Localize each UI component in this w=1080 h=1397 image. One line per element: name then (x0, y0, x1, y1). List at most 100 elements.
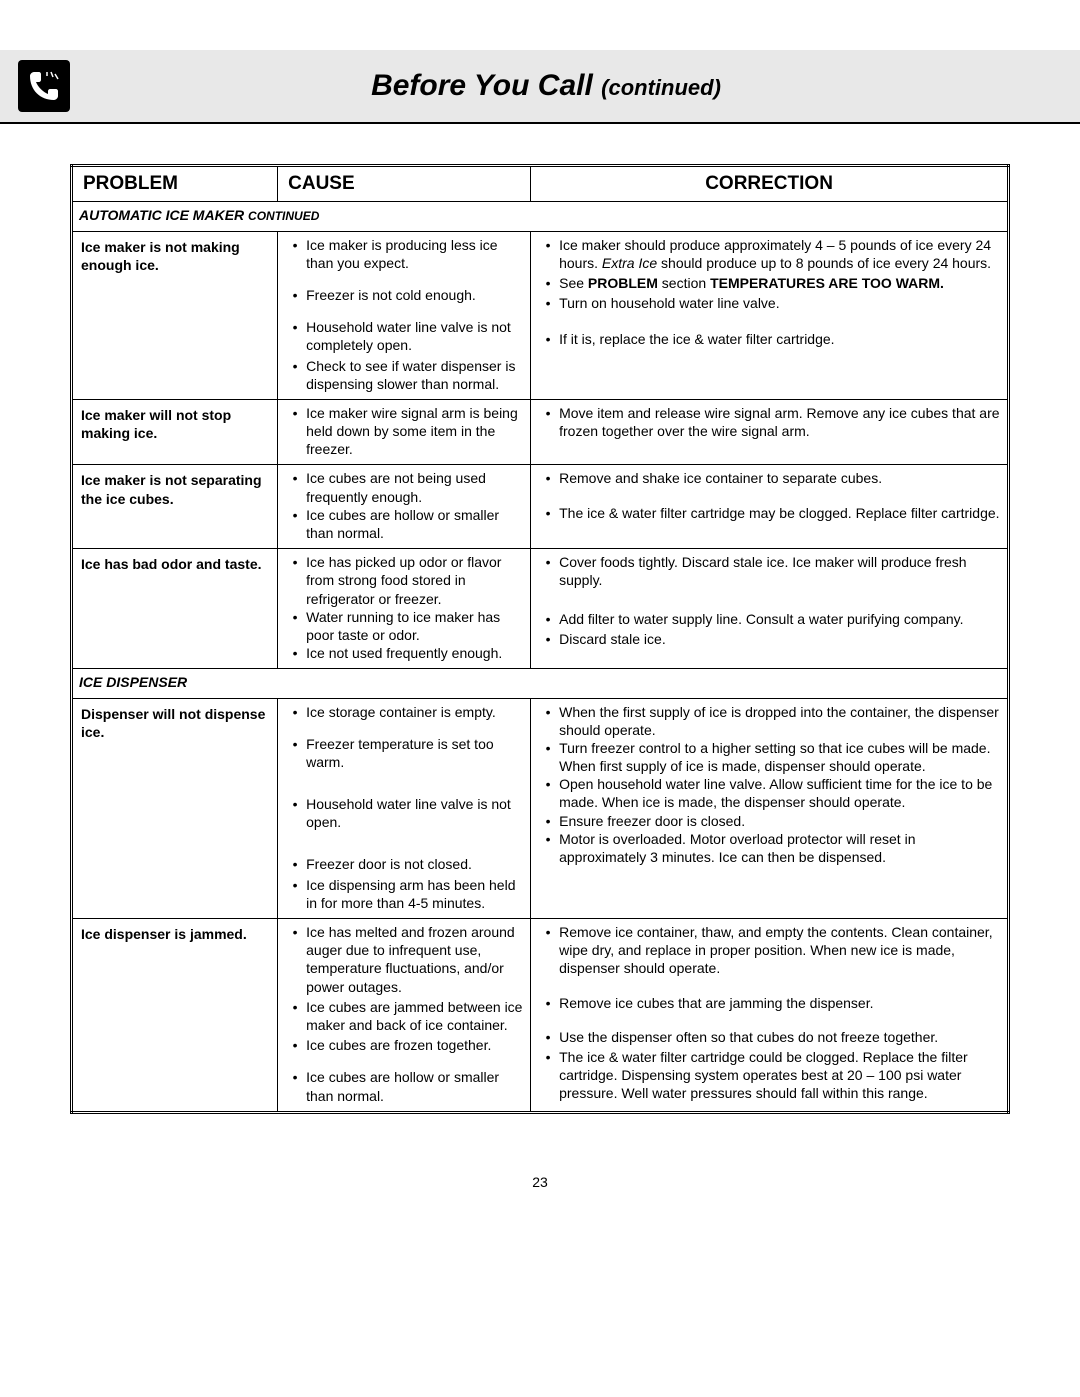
bullet-icon: • (537, 1048, 559, 1103)
bullet-text: Move item and release wire signal arm. R… (559, 404, 1001, 440)
bullet-icon: • (537, 469, 559, 487)
problem-cell: Ice maker is not making enough ice. (72, 231, 278, 399)
problem-cell: Ice maker is not separating the ice cube… (72, 465, 278, 549)
table-row: Ice maker is not making enough ice.•Ice … (72, 231, 1009, 399)
section-header: ICE DISPENSER (72, 669, 1009, 698)
bullet-icon: • (537, 703, 559, 739)
page-title: Before You Call (continued) (90, 69, 1062, 103)
bullet-text: When the first supply of ice is dropped … (559, 703, 1001, 739)
bullet-text: Remove ice container, thaw, and empty th… (559, 923, 1001, 978)
table-row: Ice maker is not separating the ice cube… (72, 465, 1009, 549)
troubleshooting-table: PROBLEM CAUSE CORRECTION AUTOMATIC ICE M… (70, 164, 1010, 1114)
bullet-icon: • (537, 504, 559, 522)
bullet-text: Remove and shake ice container to separa… (559, 469, 1001, 487)
bullet-text: Open household water line valve. Allow s… (559, 775, 1001, 811)
bullet-icon: • (537, 775, 559, 811)
bullet-icon: • (284, 357, 306, 393)
bullet-icon: • (284, 855, 306, 873)
bullet-text: Ice dispensing arm has been held in for … (306, 876, 524, 912)
bullet-text: Ice maker should produce approximately 4… (559, 236, 1001, 272)
bullet-icon: • (284, 998, 306, 1034)
section-header-row: ICE DISPENSER (72, 669, 1009, 698)
bullet-text: Ice maker is producing less ice than you… (306, 236, 524, 272)
table-row: Ice maker will not stop making ice.•Ice … (72, 399, 1009, 465)
problem-cell: Dispenser will not dispense ice. (72, 698, 278, 919)
bullet-text: Ice cubes are hollow or smaller than nor… (306, 506, 524, 542)
bullet-icon: • (537, 274, 559, 292)
col-header-problem: PROBLEM (72, 166, 278, 202)
bullet-icon: • (537, 923, 559, 978)
bullet-icon: • (284, 703, 306, 721)
col-header-cause: CAUSE (278, 166, 531, 202)
correction-cell: •Remove ice container, thaw, and empty t… (531, 919, 1009, 1113)
bullet-icon: • (284, 608, 306, 644)
correction-cell: •Cover foods tightly. Discard stale ice.… (531, 549, 1009, 669)
bullet-text: Freezer temperature is set too warm. (306, 735, 524, 771)
correction-cell: •Ice maker should produce approximately … (531, 231, 1009, 399)
cause-cell: •Ice has melted and frozen around auger … (278, 919, 531, 1113)
bullet-text: Motor is overloaded. Motor overload prot… (559, 830, 1001, 866)
section-header: AUTOMATIC ICE MAKER CONTINUED (72, 202, 1009, 232)
bullet-icon: • (284, 553, 306, 608)
table-row: Ice has bad odor and taste.•Ice has pick… (72, 549, 1009, 669)
cause-cell: •Ice has picked up odor or flavor from s… (278, 549, 531, 669)
table-header-row: PROBLEM CAUSE CORRECTION (72, 166, 1009, 202)
bullet-icon: • (537, 236, 559, 272)
bullet-icon: • (537, 630, 559, 648)
bullet-icon: • (284, 469, 306, 505)
bullet-text: Freezer door is not closed. (306, 855, 524, 873)
bullet-text: Ice cubes are not being used frequently … (306, 469, 524, 505)
bullet-text: Remove ice cubes that are jamming the di… (559, 994, 1001, 1012)
bullet-icon: • (284, 644, 306, 662)
bullet-text: Ice cubes are hollow or smaller than nor… (306, 1068, 524, 1104)
bullet-text: Water running to ice maker has poor tast… (306, 608, 524, 644)
content-area: PROBLEM CAUSE CORRECTION AUTOMATIC ICE M… (0, 124, 1080, 1190)
title-main: Before You Call (371, 69, 593, 102)
bullet-icon: • (537, 553, 559, 589)
bullet-icon: • (537, 610, 559, 628)
bullet-icon: • (537, 994, 559, 1012)
table-row: Dispenser will not dispense ice.•Ice sto… (72, 698, 1009, 919)
phone-icon (18, 60, 70, 112)
bullet-icon: • (284, 876, 306, 912)
bullet-icon: • (537, 404, 559, 440)
bullet-text: Household water line valve is not comple… (306, 318, 524, 354)
problem-cell: Ice dispenser is jammed. (72, 919, 278, 1113)
bullet-text: If it is, replace the ice & water filter… (559, 330, 1001, 348)
bullet-icon: • (537, 812, 559, 830)
bullet-text: Check to see if water dispenser is dispe… (306, 357, 524, 393)
bullet-text: Ice maker wire signal arm is being held … (306, 404, 524, 459)
bullet-text: The ice & water filter cartridge may be … (559, 504, 1001, 522)
correction-cell: •Remove and shake ice container to separ… (531, 465, 1009, 549)
bullet-text: Cover foods tightly. Discard stale ice. … (559, 553, 1001, 589)
bullet-icon: • (537, 830, 559, 866)
page-number: 23 (70, 1174, 1010, 1190)
bullet-text: Ice cubes are jammed between ice maker a… (306, 998, 524, 1034)
bullet-icon: • (284, 735, 306, 771)
bullet-text: Ice has picked up odor or flavor from st… (306, 553, 524, 608)
col-header-correction: CORRECTION (531, 166, 1009, 202)
title-sub: (continued) (601, 75, 721, 100)
problem-cell: Ice has bad odor and taste. (72, 549, 278, 669)
bullet-text: Ice has melted and frozen around auger d… (306, 923, 524, 996)
bullet-text: See PROBLEM section TEMPERATURES ARE TOO… (559, 274, 1001, 292)
problem-cell: Ice maker will not stop making ice. (72, 399, 278, 465)
bullet-icon: • (537, 1028, 559, 1046)
cause-cell: •Ice storage container is empty.•Freezer… (278, 698, 531, 919)
bullet-icon: • (284, 1068, 306, 1104)
bullet-text: Household water line valve is not open. (306, 795, 524, 831)
bullet-text: Ice cubes are frozen together. (306, 1036, 524, 1054)
cause-cell: •Ice maker wire signal arm is being held… (278, 399, 531, 465)
bullet-text: Ice not used frequently enough. (306, 644, 524, 662)
page-header: Before You Call (continued) (0, 50, 1080, 124)
bullet-text: Turn freezer control to a higher setting… (559, 739, 1001, 775)
bullet-icon: • (537, 739, 559, 775)
section-header-row: AUTOMATIC ICE MAKER CONTINUED (72, 202, 1009, 232)
bullet-icon: • (284, 286, 306, 304)
bullet-text: Ensure freezer door is closed. (559, 812, 1001, 830)
cause-cell: •Ice cubes are not being used frequently… (278, 465, 531, 549)
bullet-text: The ice & water filter cartridge could b… (559, 1048, 1001, 1103)
bullet-text: Use the dispenser often so that cubes do… (559, 1028, 1001, 1046)
bullet-icon: • (284, 1036, 306, 1054)
cause-cell: •Ice maker is producing less ice than yo… (278, 231, 531, 399)
